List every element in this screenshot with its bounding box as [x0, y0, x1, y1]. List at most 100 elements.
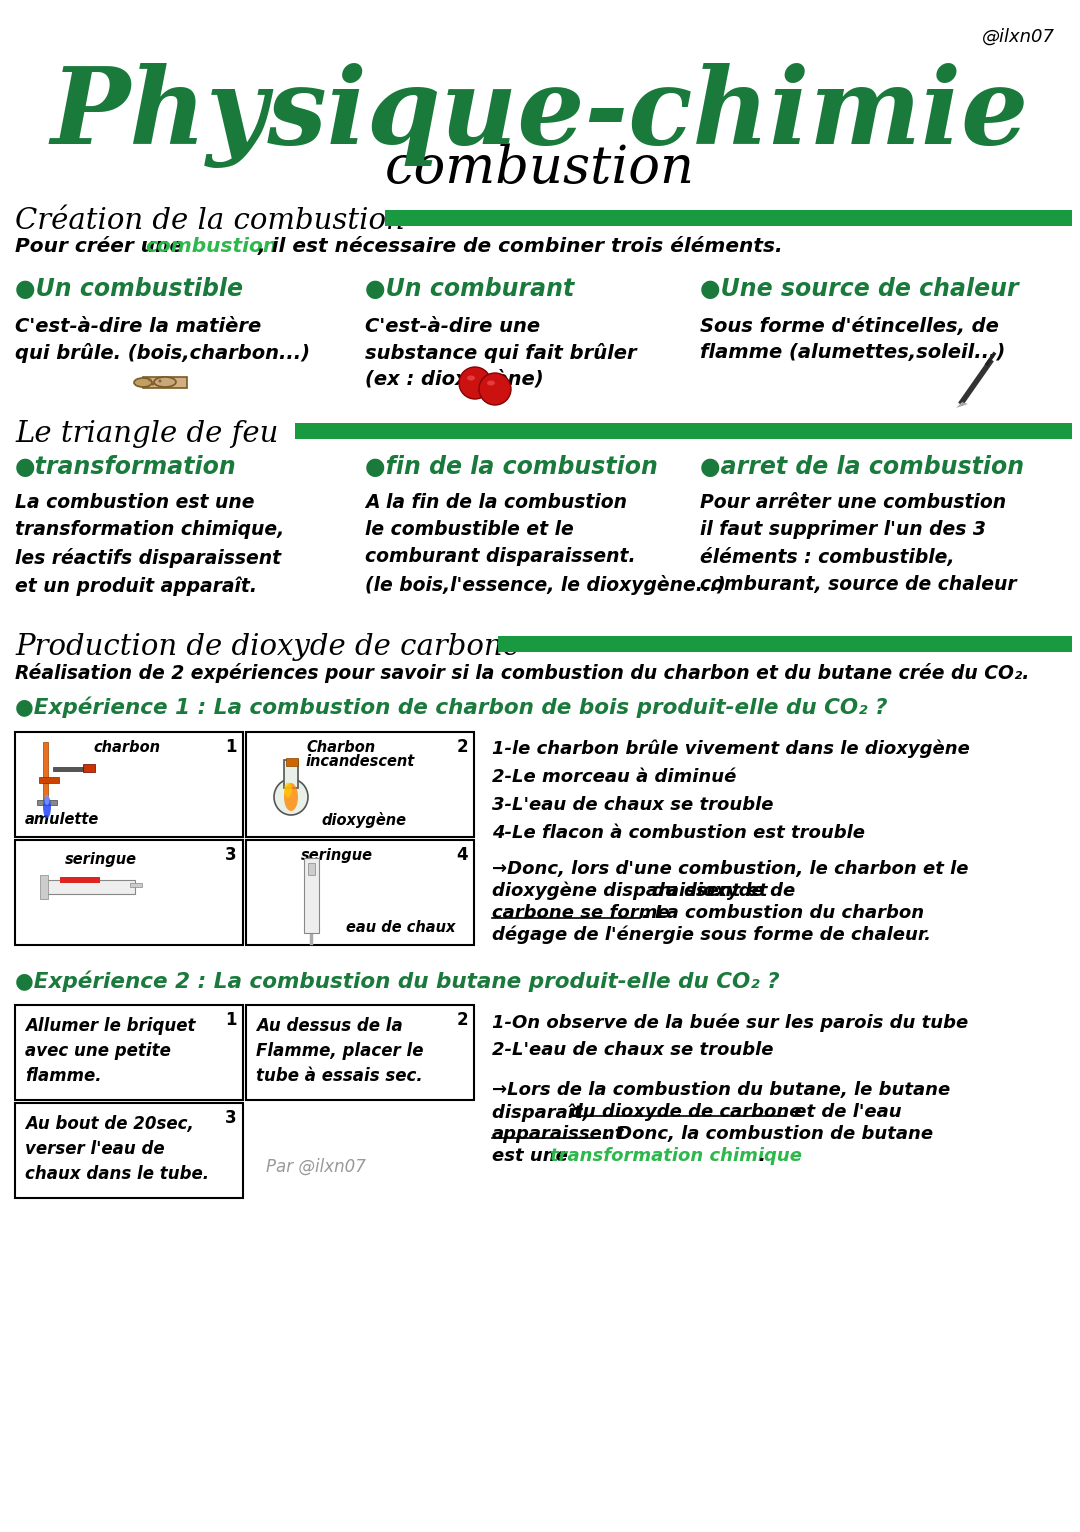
Text: . Donc, la combustion de butane: . Donc, la combustion de butane [604, 1124, 933, 1143]
Circle shape [151, 383, 154, 386]
Text: Le triangle de feu: Le triangle de feu [15, 420, 279, 447]
Text: @ilxn07: @ilxn07 [982, 28, 1055, 46]
Text: ●arret de la combustion: ●arret de la combustion [700, 455, 1024, 480]
Text: 2: 2 [457, 1011, 468, 1030]
Text: ●Expérience 2 : La combustion du butane produit-elle du CO₂ ?: ●Expérience 2 : La combustion du butane … [15, 970, 780, 991]
Text: dioxygène disparaissent et: dioxygène disparaissent et [492, 882, 773, 901]
Polygon shape [956, 401, 968, 408]
Text: 2: 2 [457, 738, 468, 755]
Bar [39, 777, 59, 783]
Text: , il est nécessaire de combiner trois éléments.: , il est nécessaire de combiner trois él… [258, 237, 784, 256]
Text: 1: 1 [226, 1011, 237, 1030]
Text: combustion: combustion [384, 142, 696, 193]
Text: ●fin de la combustion: ●fin de la combustion [365, 455, 658, 480]
Text: eau de chaux: eau de chaux [346, 921, 456, 935]
Ellipse shape [274, 778, 308, 815]
Text: carbone se forme: carbone se forme [492, 904, 670, 922]
Ellipse shape [284, 783, 298, 810]
Text: 2-Le morceau à diminué: 2-Le morceau à diminué [492, 768, 737, 786]
Text: et de l'eau: et de l'eau [788, 1103, 902, 1121]
Text: La combustion est une
transformation chimique,
les réactifs disparaissent
et un : La combustion est une transformation chi… [15, 493, 284, 596]
Text: ●Une source de chaleur: ●Une source de chaleur [700, 277, 1018, 300]
Bar [83, 764, 95, 772]
Text: seringue: seringue [65, 852, 137, 867]
Bar [45, 879, 135, 895]
Text: 1-On observe de la buée sur les parois du tube: 1-On observe de la buée sur les parois d… [492, 1013, 969, 1031]
Circle shape [459, 368, 491, 398]
Text: ●Un combustible: ●Un combustible [15, 277, 243, 300]
Text: transformation chimique: transformation chimique [550, 1147, 802, 1164]
Text: dioxygène: dioxygène [321, 812, 406, 827]
Text: apparaissent: apparaissent [492, 1124, 624, 1143]
Ellipse shape [284, 783, 292, 798]
Text: Sous forme d'étincelles, de: Sous forme d'étincelles, de [700, 317, 999, 336]
Text: amulette: amulette [25, 812, 99, 827]
Text: . La combustion du charbon: . La combustion du charbon [642, 904, 924, 922]
Text: dégage de l'énergie sous forme de chaleur.: dégage de l'énergie sous forme de chaleu… [492, 925, 931, 945]
Text: 3-L'eau de chaux se trouble: 3-L'eau de chaux se trouble [492, 797, 773, 813]
Text: →Lors de la combustion du butane, le butane: →Lors de la combustion du butane, le but… [492, 1082, 950, 1098]
Text: C'est-à-dire la matière: C'est-à-dire la matière [15, 317, 261, 336]
Bar [15, 1103, 243, 1198]
Text: Production de dioxyde de carbone: Production de dioxyde de carbone [15, 633, 519, 660]
Bar [60, 876, 100, 882]
Text: →Donc, lors d'une combustion, le charbon et le: →Donc, lors d'une combustion, le charbon… [492, 859, 969, 878]
Text: 2-L'eau de chaux se trouble: 2-L'eau de chaux se trouble [492, 1042, 773, 1059]
Bar [40, 875, 48, 899]
Bar [246, 1005, 474, 1100]
Bar [286, 758, 298, 766]
Text: du dioxyde de: du dioxyde de [652, 882, 795, 899]
Text: A la fin de la combustion
le combustible et le
comburant disparaissent.
(le bois: A la fin de la combustion le combustible… [365, 493, 726, 596]
Text: .: . [758, 1147, 765, 1164]
Text: flamme (alumettes,soleil...): flamme (alumettes,soleil...) [700, 343, 1005, 362]
Ellipse shape [487, 380, 495, 386]
Text: seringue: seringue [301, 849, 373, 863]
Text: est une: est une [492, 1147, 575, 1164]
Text: Pour créer une: Pour créer une [15, 237, 190, 256]
Text: qui brûle. (bois,charbon...): qui brûle. (bois,charbon...) [15, 343, 310, 363]
Ellipse shape [154, 377, 176, 388]
Bar [308, 863, 315, 875]
Ellipse shape [467, 375, 475, 380]
Bar [143, 377, 187, 388]
Text: ●transformation: ●transformation [15, 455, 237, 480]
Bar [15, 840, 243, 945]
FancyBboxPatch shape [498, 636, 1072, 653]
Circle shape [159, 380, 162, 383]
Text: 3: 3 [226, 1109, 237, 1128]
Circle shape [149, 378, 151, 381]
Bar [246, 732, 474, 836]
Text: Au dessus de la
Flamme, placer le
tube à essais sec.: Au dessus de la Flamme, placer le tube à… [256, 1017, 423, 1085]
Text: (ex : dioxygène): (ex : dioxygène) [365, 369, 543, 389]
Text: Au bout de 20sec,
verser l'eau de
chaux dans le tube.: Au bout de 20sec, verser l'eau de chaux … [25, 1115, 210, 1183]
Text: 1: 1 [226, 738, 237, 755]
Text: Réalisation de 2 expériences pour savoir si la combustion du charbon et du butan: Réalisation de 2 expériences pour savoir… [15, 663, 1029, 683]
Text: Allumer le briquet
avec une petite
flamme.: Allumer le briquet avec une petite flamm… [25, 1017, 195, 1085]
Text: Création de la combustion: Création de la combustion [15, 207, 405, 234]
Bar [15, 732, 243, 836]
Ellipse shape [134, 378, 152, 388]
Text: combustion: combustion [145, 237, 278, 256]
Bar [53, 768, 87, 771]
Text: 1-le charbon brûle vivement dans le dioxygène: 1-le charbon brûle vivement dans le diox… [492, 740, 970, 758]
Text: substance qui fait brûler: substance qui fait brûler [365, 343, 636, 363]
Text: incandescent: incandescent [306, 754, 415, 769]
FancyBboxPatch shape [384, 210, 1072, 227]
Text: 4: 4 [457, 846, 468, 864]
Bar [43, 741, 48, 801]
Text: C'est-à-dire une: C'est-à-dire une [365, 317, 540, 336]
Text: du dioxyde de carbone: du dioxyde de carbone [570, 1103, 801, 1121]
Text: 4-Le flacon à combustion est trouble: 4-Le flacon à combustion est trouble [492, 824, 865, 843]
Text: Charbon: Charbon [306, 740, 375, 755]
Bar [15, 1005, 243, 1100]
Text: Physique-chimie: Physique-chimie [51, 63, 1029, 167]
Circle shape [480, 372, 511, 404]
Text: Pour arrêter une combustion
il faut supprimer l'un des 3
éléments : combustible,: Pour arrêter une combustion il faut supp… [700, 493, 1016, 594]
Bar [37, 800, 57, 804]
Text: disparaît,: disparaît, [492, 1103, 596, 1121]
Text: charbon: charbon [93, 740, 160, 755]
Bar [284, 760, 298, 787]
FancyBboxPatch shape [295, 423, 1072, 440]
Ellipse shape [43, 797, 51, 818]
Ellipse shape [44, 795, 50, 804]
